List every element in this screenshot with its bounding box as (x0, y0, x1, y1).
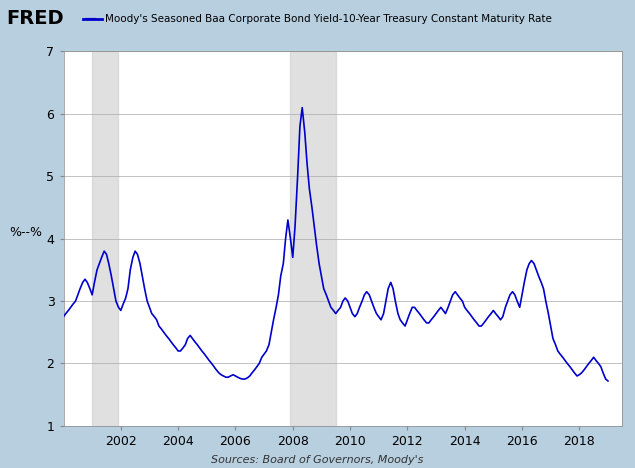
Bar (92, 51, 118, 426)
Text: Sources: Board of Governors, Moody's: Sources: Board of Governors, Moody's (211, 455, 424, 465)
Text: Moody's Seasoned Baa Corporate Bond Yield-10-Year Treasury Constant Maturity Rat: Moody's Seasoned Baa Corporate Bond Yiel… (105, 14, 552, 24)
Text: FRED: FRED (6, 9, 64, 29)
Y-axis label: %--%: %--% (9, 226, 42, 239)
Bar (290, 51, 336, 426)
